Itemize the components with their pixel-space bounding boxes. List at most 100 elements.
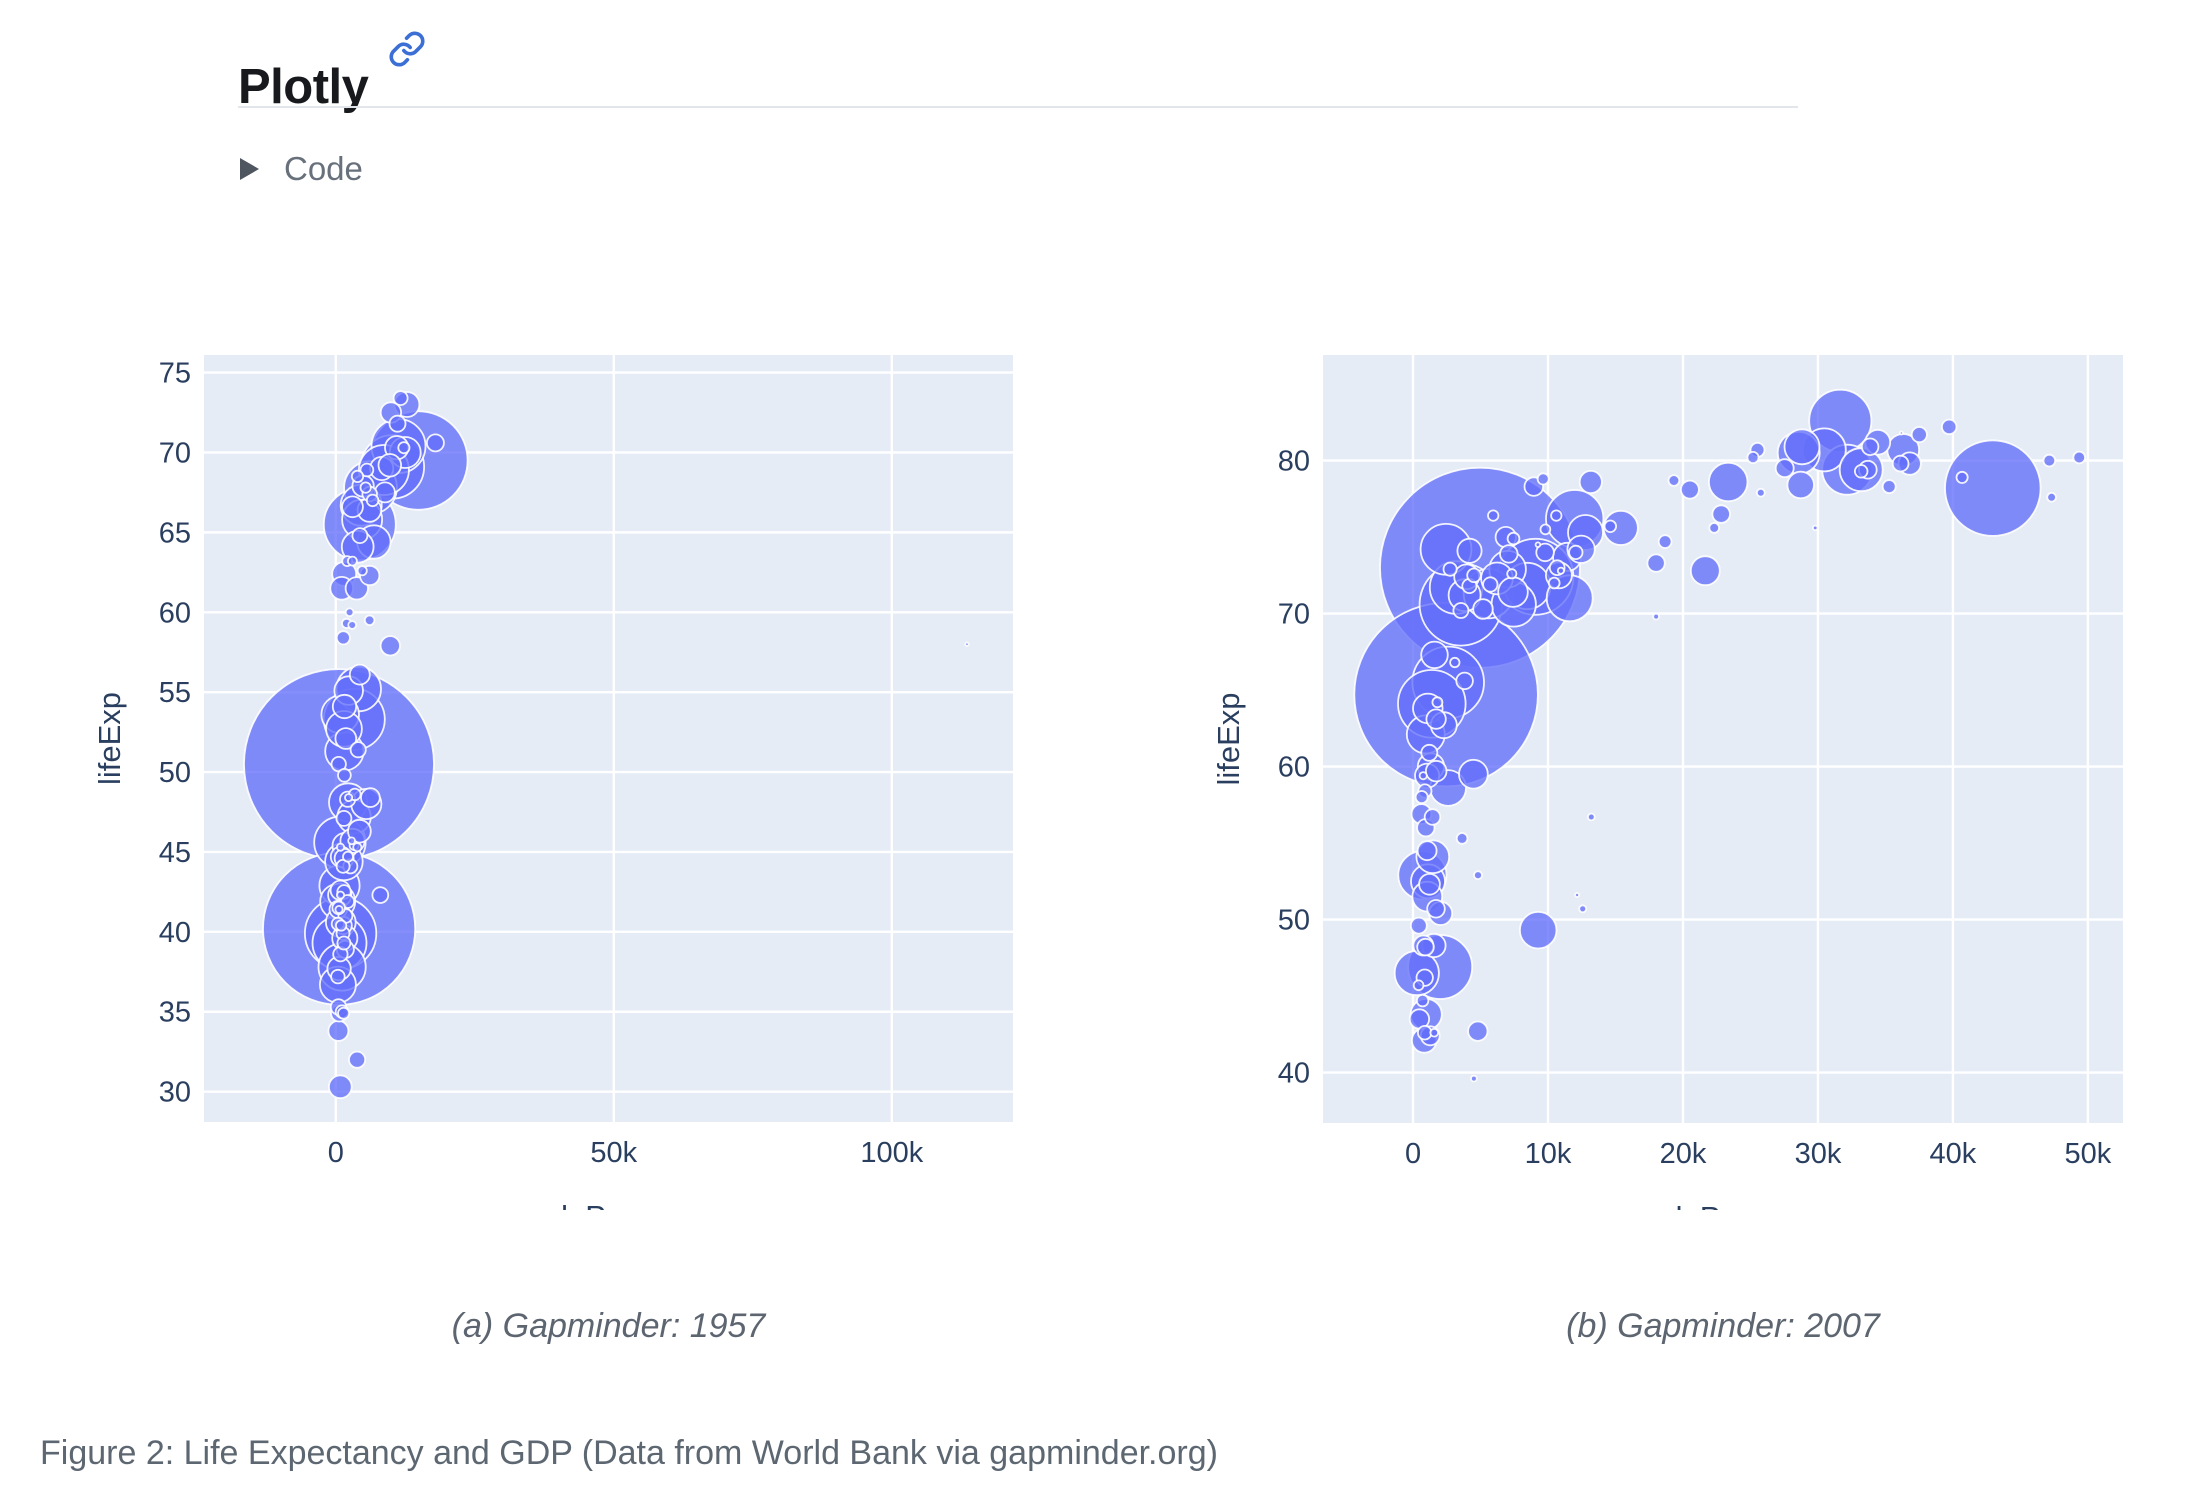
data-point-bubble	[2072, 450, 2086, 465]
data-point-bubble	[1891, 454, 1910, 473]
data-point-bubble	[1574, 892, 1581, 898]
data-point-bubble	[1646, 553, 1666, 573]
data-point-bubble	[1425, 708, 1447, 730]
svg-text:10k: 10k	[1525, 1138, 1572, 1170]
svg-text:50: 50	[1278, 905, 1310, 937]
data-point-bubble	[348, 1050, 367, 1069]
code-disclosure[interactable]: Code	[240, 150, 363, 188]
data-point-bubble	[337, 1006, 351, 1020]
data-point-bubble	[1482, 576, 1499, 593]
data-point-bubble	[1470, 1074, 1478, 1083]
data-point-bubble	[356, 565, 368, 577]
svg-text:60: 60	[159, 597, 191, 629]
data-point-bubble	[1578, 904, 1588, 914]
data-point-bubble	[346, 555, 358, 567]
data-point-bubble	[350, 469, 365, 483]
code-disclosure-label: Code	[284, 150, 363, 187]
data-point-bubble	[331, 693, 358, 720]
svg-text:60: 60	[1278, 752, 1310, 784]
data-point-bubble	[388, 414, 407, 433]
x-tick-labels: 0 10k 20k 30k 40k 50k	[1405, 1138, 2112, 1170]
subfigure-caption-b: (b) Gapminder: 2007	[1566, 1307, 1880, 1345]
svg-text:70: 70	[159, 437, 191, 469]
data-point-bubble	[1425, 759, 1448, 783]
svg-text:45: 45	[159, 837, 191, 869]
data-point-bubble	[1519, 911, 1558, 950]
data-point-bubble	[2042, 453, 2057, 468]
data-point-bubble	[1423, 808, 1442, 826]
data-point-bubble	[1416, 937, 1435, 957]
figure-caption: Figure 2: Life Expectancy and GDP (Data …	[40, 1434, 1218, 1472]
y-axis-title: lifeExp	[1211, 692, 1246, 785]
data-point-bubble	[335, 890, 345, 900]
data-point-bubble	[1652, 612, 1660, 621]
data-point-bubble	[377, 453, 403, 478]
data-point-bubble	[337, 767, 352, 783]
data-point-bubble	[347, 818, 372, 844]
data-point-bubble	[1506, 568, 1518, 580]
data-point-bubble	[1539, 523, 1552, 536]
data-point-bubble	[1455, 671, 1474, 691]
y-tick-labels: 30 35 40 45 50 55 60 65 70 75	[159, 358, 191, 1109]
data-point-bubble	[1487, 509, 1500, 522]
data-point-bubble	[1412, 979, 1425, 992]
data-point-bubble	[1416, 840, 1438, 862]
svg-text:70: 70	[1278, 599, 1310, 631]
data-point-bubble	[1854, 464, 1869, 479]
svg-text:50: 50	[159, 757, 191, 789]
data-point-bubble	[1556, 566, 1565, 575]
data-point-bubble	[1955, 470, 1969, 484]
svg-text:65: 65	[159, 517, 191, 549]
page-title: Plotly	[238, 59, 369, 114]
data-point-bubble	[1944, 439, 2042, 537]
link-icon	[389, 31, 425, 67]
data-point-bubble	[397, 441, 411, 455]
data-point-bubble	[1783, 428, 1821, 466]
data-point-bubble	[1418, 872, 1441, 896]
data-point-bubble	[1415, 993, 1430, 1008]
svg-text:75: 75	[159, 358, 191, 390]
data-point-bubble	[1550, 509, 1563, 522]
data-point-bubble	[341, 495, 364, 519]
data-point-bubble	[1881, 479, 1897, 495]
data-point-bubble	[1426, 899, 1446, 919]
data-point-bubble	[327, 1074, 353, 1100]
data-point-bubble	[1452, 602, 1470, 619]
y-tick-labels: 40 50 60 70 80	[1278, 446, 1310, 1090]
data-point-bubble	[359, 481, 372, 494]
svg-text:40: 40	[159, 917, 191, 949]
data-point-bubble	[347, 620, 358, 630]
data-point-bubble	[1431, 696, 1444, 709]
x-tick-labels: 0 50k 100k	[328, 1137, 924, 1169]
data-point-bubble	[1667, 474, 1681, 487]
data-point-bubble	[348, 663, 371, 686]
anchor-link-icon[interactable]	[388, 30, 426, 68]
data-point-bubble	[1409, 916, 1428, 935]
svg-text:35: 35	[159, 997, 191, 1029]
x-axis-title: gdpPercap	[534, 1199, 684, 1210]
svg-text:50k: 50k	[590, 1137, 637, 1169]
data-point-bubble	[1708, 522, 1720, 534]
data-point-bubble	[347, 836, 356, 846]
svg-text:0: 0	[1405, 1138, 1421, 1170]
data-point-bubble	[1679, 479, 1700, 500]
data-point-bubble	[964, 641, 970, 647]
svg-text:20k: 20k	[1660, 1138, 1707, 1170]
data-point-bubble	[1603, 519, 1618, 534]
bubble-chart-1957[interactable]: 0 50k 100k 30 35 40 45 50 55 60 65 70 75 gdpPercap lif…	[60, 330, 1060, 1210]
bubble-chart-2007[interactable]: 0 10k 20k 30k 40k 50k 40 50 60 70 80 gdpPercap lifeE…	[1180, 330, 2180, 1210]
data-point-bubble	[334, 905, 344, 915]
data-point-bubble	[1812, 524, 1819, 532]
data-point-bubble	[344, 793, 354, 803]
data-point-bubble	[365, 493, 380, 508]
data-point-bubble	[342, 850, 354, 863]
data-point-bubble	[2046, 492, 2057, 503]
data-point-bubble	[1536, 472, 1550, 486]
data-point-bubble	[1414, 790, 1429, 805]
svg-text:30: 30	[159, 1077, 191, 1109]
data-point-bubble	[334, 919, 348, 932]
data-point-bubble	[1899, 430, 1904, 436]
svg-text:0: 0	[328, 1137, 344, 1169]
data-point-bubble	[335, 809, 353, 827]
x-axis-title: gdpPercap	[1648, 1200, 1798, 1210]
